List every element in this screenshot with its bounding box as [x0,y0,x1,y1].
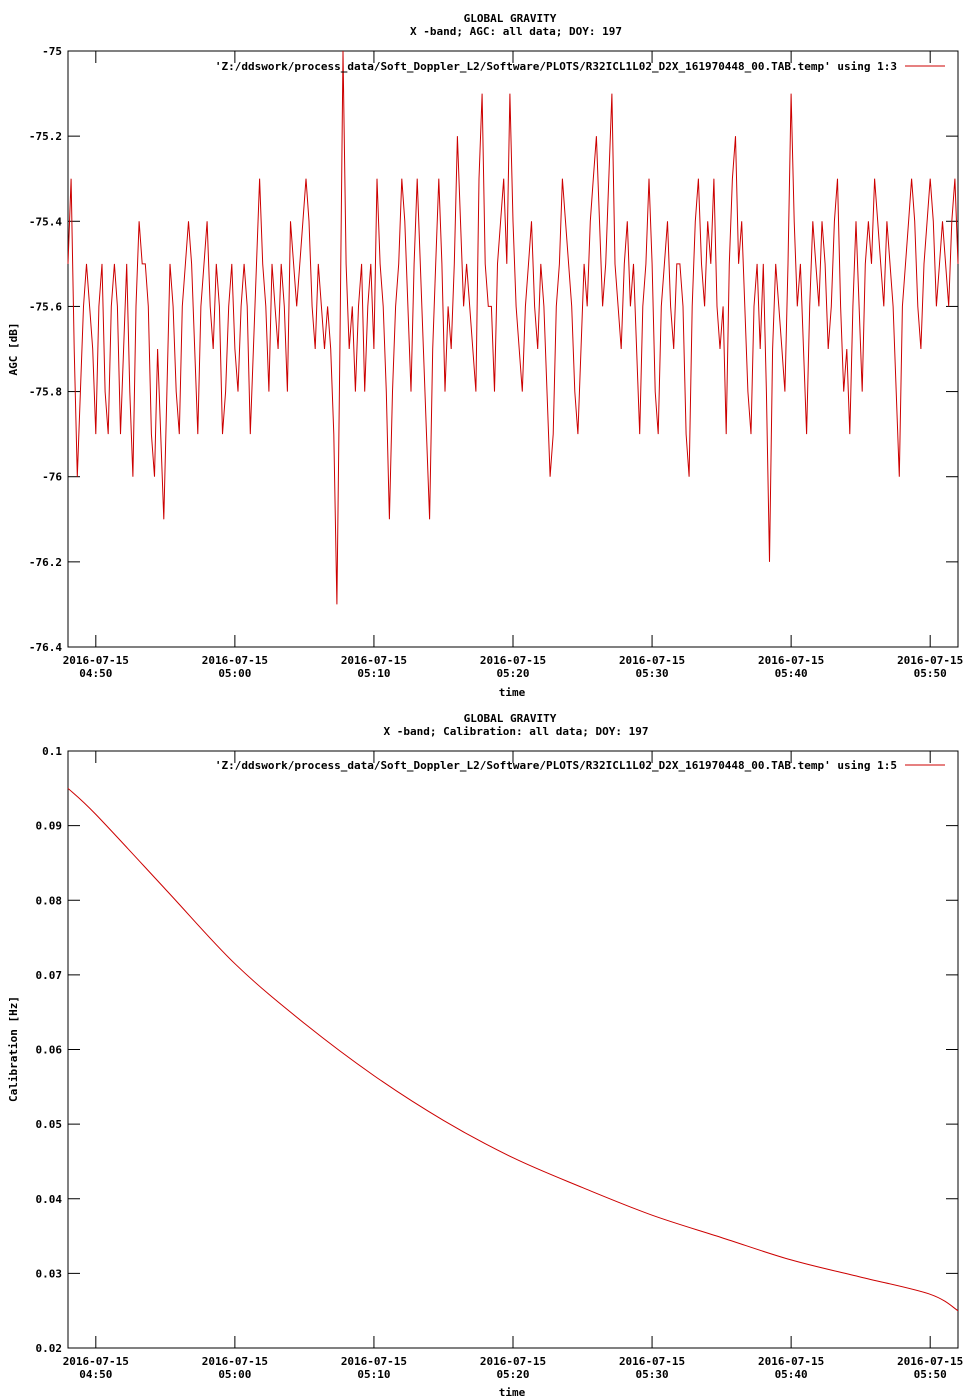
calibration-y-tick-label: 0.04 [36,1193,63,1206]
calibration-x-tick-time: 05:10 [357,1368,390,1381]
agc-y-tick-label: -75 [42,45,62,58]
agc-x-tick-time: 05:00 [218,667,251,680]
agc-x-tick-time: 05:40 [775,667,808,680]
calibration-y-tick-label: 0.1 [42,745,62,758]
agc-x-tick-time: 05:20 [496,667,529,680]
agc-y-tick-label: -75.2 [29,130,62,143]
agc-y-tick-label: -75.8 [29,386,62,399]
agc-chart: GLOBAL GRAVITY X -band; AGC: all data; D… [7,12,963,699]
calibration-x-tick-date: 2016-07-15 [341,1355,407,1368]
calibration-series-line [67,787,959,1312]
agc-chart-subtitle: X -band; AGC: all data; DOY: 197 [410,25,622,38]
calibration-x-tick-date: 2016-07-15 [480,1355,546,1368]
calibration-x-tick-time: 05:30 [636,1368,669,1381]
calibration-y-axis-label: Calibration [Hz] [7,996,20,1102]
calibration-y-tick-label: 0.09 [36,820,63,833]
calibration-x-tick-time: 05:50 [914,1368,947,1381]
agc-x-tick-time: 05:10 [357,667,390,680]
agc-x-tick-date: 2016-07-15 [897,654,963,667]
agc-series-line [67,50,959,605]
calibration-chart: GLOBAL GRAVITY X -band; Calibration: all… [7,712,963,1399]
agc-x-tick-time: 05:50 [914,667,947,680]
calibration-plot-area [67,750,959,1349]
agc-plot-area [67,50,959,648]
calibration-x-tick-time: 05:00 [218,1368,251,1381]
calibration-chart-title: GLOBAL GRAVITY [464,712,557,725]
agc-x-tick-date: 2016-07-15 [480,654,546,667]
calibration-x-tick-date: 2016-07-15 [63,1355,129,1368]
agc-chart-title: GLOBAL GRAVITY [464,12,557,25]
calibration-chart-subtitle: X -band; Calibration: all data; DOY: 197 [384,725,649,738]
agc-x-tick-time: 04:50 [79,667,112,680]
calibration-x-tick-date: 2016-07-15 [202,1355,268,1368]
agc-x-tick-date: 2016-07-15 [619,654,685,667]
calibration-legend-label: 'Z:/ddswork/process_data/Soft_Doppler_L2… [215,759,897,772]
agc-x-tick-date: 2016-07-15 [63,654,129,667]
calibration-x-tick-time: 05:40 [775,1368,808,1381]
calibration-y-tick-label: 0.03 [36,1267,63,1280]
agc-x-tick-date: 2016-07-15 [202,654,268,667]
calibration-x-tick-time: 04:50 [79,1368,112,1381]
agc-y-tick-label: -76.4 [29,641,62,654]
agc-legend-label: 'Z:/ddswork/process_data/Soft_Doppler_L2… [215,60,897,73]
agc-x-tick-date: 2016-07-15 [341,654,407,667]
agc-x-tick-time: 05:30 [636,667,669,680]
agc-y-tick-label: -76 [42,471,62,484]
calibration-y-tick-label: 0.02 [36,1342,63,1355]
agc-y-tick-label: -76.2 [29,556,62,569]
calibration-x-tick-date: 2016-07-15 [897,1355,963,1368]
agc-y-axis-label: AGC [dB] [7,323,20,376]
calibration-y-tick-label: 0.07 [36,969,63,982]
calibration-x-tick-date: 2016-07-15 [758,1355,824,1368]
agc-x-axis-label: time [499,686,526,699]
agc-x-tick-date: 2016-07-15 [758,654,824,667]
calibration-x-tick-time: 05:20 [496,1368,529,1381]
calibration-x-tick-date: 2016-07-15 [619,1355,685,1368]
agc-y-tick-label: -75.4 [29,215,62,228]
calibration-y-tick-label: 0.08 [36,894,63,907]
calibration-y-tick-label: 0.06 [36,1044,63,1057]
calibration-y-tick-label: 0.05 [36,1118,63,1131]
agc-y-tick-label: -75.6 [29,300,62,313]
calibration-x-axis-label: time [499,1386,526,1399]
